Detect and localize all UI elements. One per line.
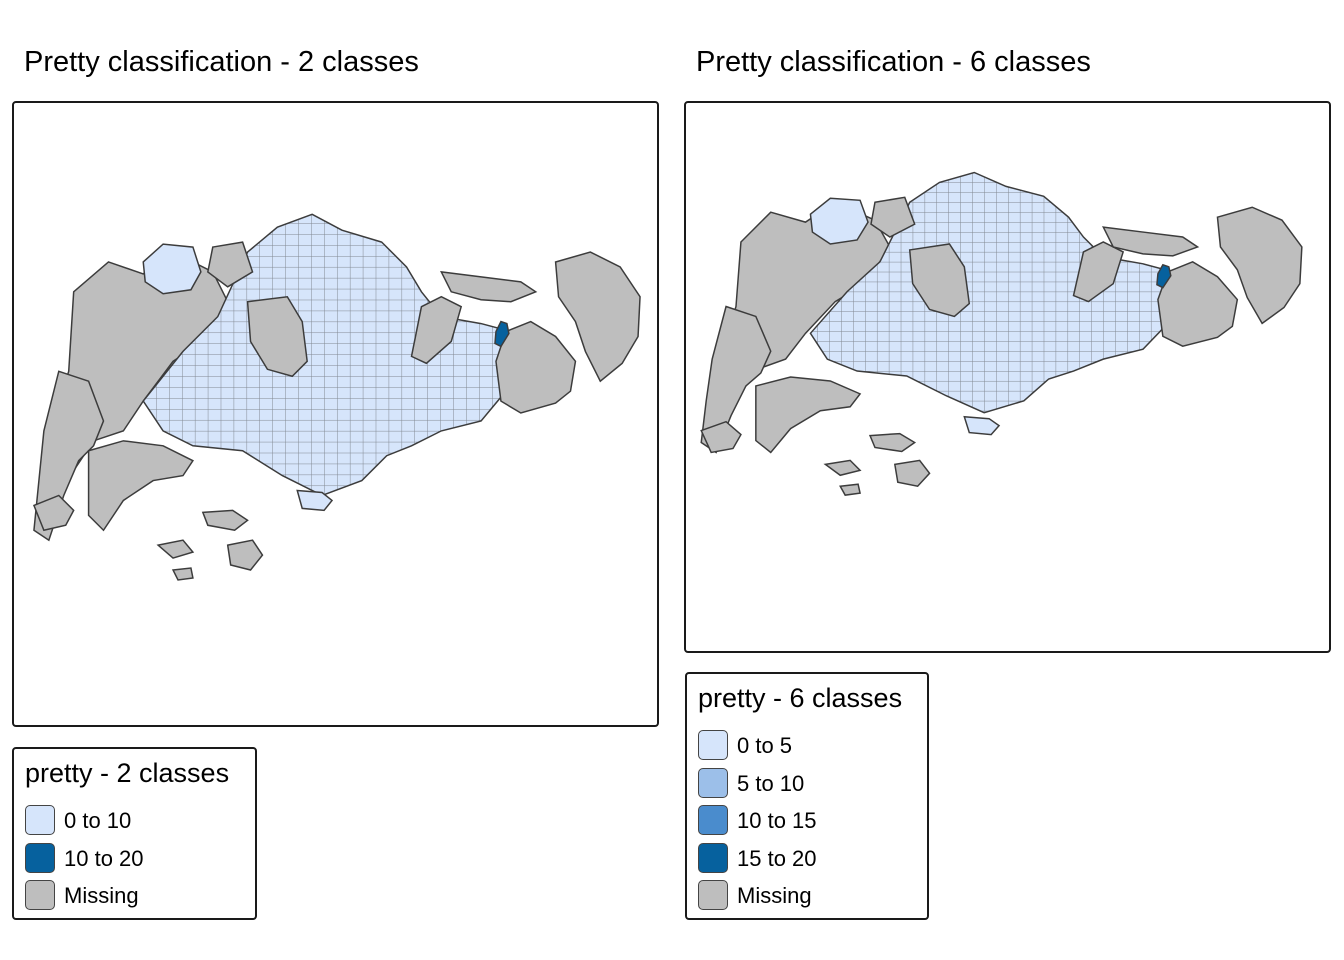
legend-label: Missing [64, 883, 139, 908]
legend-left: pretty - 2 classes 0 to 10 10 to 20 Miss… [12, 747, 257, 920]
region-nw-light [809, 197, 869, 245]
legend-label: 5 to 10 [737, 771, 805, 796]
legend-swatch [698, 768, 728, 798]
island-sentosa-light [963, 415, 1001, 436]
region-east-missing [1157, 261, 1239, 348]
map-title-left: Pretty classification - 2 classes [24, 46, 419, 78]
region-highlight-dark [494, 320, 510, 348]
singapore-map-right [700, 171, 1303, 496]
region-east-missing [495, 320, 577, 414]
legend-right: pretty - 6 classes 0 to 5 5 to 10 10 to … [685, 672, 929, 920]
map-panel-left[interactable] [12, 101, 659, 727]
region-central-missing [246, 295, 308, 378]
island-south-missing [755, 376, 862, 454]
region-nw-light [142, 243, 202, 295]
map-panel-right[interactable] [684, 101, 1331, 653]
island-small1-missing [868, 432, 917, 453]
region-northeast-missing [410, 295, 463, 365]
island-small2-missing [226, 539, 264, 571]
legend-swatch [698, 843, 728, 873]
region-northeast-missing [1072, 241, 1125, 303]
island-tekong-missing [554, 251, 641, 383]
island-small3-missing [156, 539, 195, 559]
region-main-grid [810, 172, 1173, 413]
legend-swatch [25, 880, 55, 910]
legend-label: 10 to 20 [64, 846, 144, 871]
island-ubin-missing [440, 271, 538, 303]
legend-label: 0 to 5 [737, 733, 793, 758]
region-central-missing [908, 243, 971, 318]
island-small1-missing [201, 509, 249, 532]
island-small3-missing [823, 459, 862, 477]
region-north-missing [870, 196, 916, 238]
region-north-missing [206, 241, 254, 288]
region-main-grid [143, 214, 511, 496]
legend-label: 10 to 15 [737, 808, 817, 833]
region-highlight-dark [1156, 263, 1172, 289]
legend-title: pretty - 2 classes [25, 758, 230, 788]
map-title-right: Pretty classification - 6 classes [696, 46, 1091, 78]
region-tuas-missing [700, 305, 772, 454]
legend-swatch [698, 730, 728, 760]
island-sentosa-light [296, 489, 334, 512]
legend-swatch [698, 880, 728, 910]
island-jurong-missing [700, 420, 742, 454]
island-south-missing [87, 440, 195, 532]
island-tekong-missing [1216, 206, 1303, 325]
legend-swatch [698, 805, 728, 835]
legend-swatch [25, 843, 55, 873]
island-small2-missing [893, 459, 931, 488]
legend-title: pretty - 6 classes [698, 683, 903, 713]
legend-label: 0 to 10 [64, 808, 132, 833]
island-jurong-missing [32, 494, 75, 532]
legend-swatch [25, 805, 55, 835]
island-ubin-missing [1102, 226, 1200, 257]
island-small4-missing [171, 567, 194, 581]
legend-label: 15 to 20 [737, 846, 817, 871]
singapore-map-left [32, 213, 641, 581]
legend-label: Missing [737, 883, 812, 908]
island-small4-missing [839, 483, 861, 496]
